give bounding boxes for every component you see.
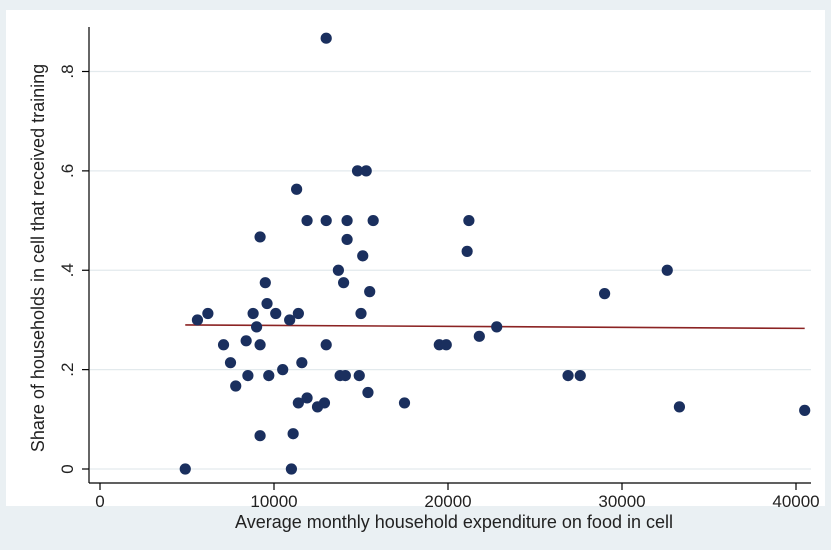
scatter-point: [339, 369, 351, 382]
scatter-point: [291, 183, 303, 195]
scatter-point: [301, 392, 313, 404]
scatter-point: [320, 214, 332, 227]
scatter-point: [230, 380, 242, 392]
scatter-point: [224, 357, 237, 369]
scatter-point: [673, 401, 686, 413]
y-axis-ticks: 0 .2 .4 .6 .8: [58, 64, 89, 474]
scatter-point: [473, 330, 485, 342]
scatter-point: [284, 314, 296, 326]
scatter-point: [247, 307, 259, 320]
x-tick-label: 30000: [598, 492, 645, 511]
y-tick-label: .2: [58, 363, 77, 377]
scatter-point: [270, 307, 282, 320]
scatter-point: [292, 397, 304, 409]
scatter-point: [254, 231, 266, 243]
x-tick-label: 0: [95, 492, 104, 511]
scatter-point: [242, 369, 254, 382]
scatter-point: [251, 321, 263, 333]
scatter-point: [353, 369, 365, 382]
scatter-point: [240, 335, 252, 347]
y-tick-label: 0: [58, 464, 77, 473]
scatter-point: [599, 288, 611, 300]
scatter-point: [259, 277, 271, 289]
scatter-point: [301, 214, 313, 227]
scatter-point: [179, 463, 191, 475]
scatter-point: [320, 32, 332, 44]
scatter-point: [320, 339, 332, 351]
y-axis-title: Share of households in cell that receive…: [28, 64, 48, 452]
scatter-point: [332, 264, 344, 276]
scatter-point: [367, 214, 379, 227]
scatter-point: [364, 286, 376, 298]
scatter-point: [287, 428, 299, 440]
y-tick-label: .6: [58, 164, 77, 178]
scatter-point: [341, 233, 353, 246]
scatter-point: [661, 264, 673, 276]
scatter-point: [360, 165, 372, 177]
scatter-point: [191, 314, 204, 326]
scatter-point: [362, 386, 374, 399]
plot-area: [6, 10, 825, 506]
scatter-point: [574, 369, 586, 382]
x-tick-label: 10000: [250, 492, 297, 511]
scatter-point: [277, 364, 289, 376]
scatter-point: [202, 307, 214, 320]
x-tick-label: 40000: [772, 492, 819, 511]
x-axis-ticks: 0 10000 20000 30000 40000: [95, 483, 820, 511]
scatter-point: [440, 339, 452, 351]
scatter-point: [254, 430, 266, 442]
scatter-point: [491, 321, 503, 333]
scatter-point: [261, 297, 273, 310]
scatter-point: [562, 369, 574, 382]
y-tick-label: .4: [58, 263, 77, 277]
x-tick-label: 20000: [424, 492, 471, 511]
scatter-points: [179, 32, 811, 475]
scatter-point: [217, 339, 230, 351]
scatter-point: [463, 214, 475, 227]
scatter-point: [799, 404, 811, 416]
gridlines: [90, 70, 811, 470]
scatter-point: [461, 245, 473, 257]
x-axis-title: Average monthly household expenditure on…: [235, 512, 673, 532]
y-tick-label: .8: [58, 64, 77, 78]
scatter-point: [254, 339, 266, 351]
scatter-point: [292, 307, 304, 320]
scatter-point: [351, 165, 364, 177]
scatter-point: [338, 277, 350, 289]
scatter-point: [296, 357, 308, 369]
scatter-point: [318, 397, 331, 409]
scatter-point: [341, 214, 353, 227]
scatter-point: [285, 463, 297, 475]
scatter-point: [355, 307, 367, 320]
scatter-point: [357, 250, 369, 262]
scatter-point: [263, 369, 275, 382]
scatter-point: [398, 397, 411, 409]
